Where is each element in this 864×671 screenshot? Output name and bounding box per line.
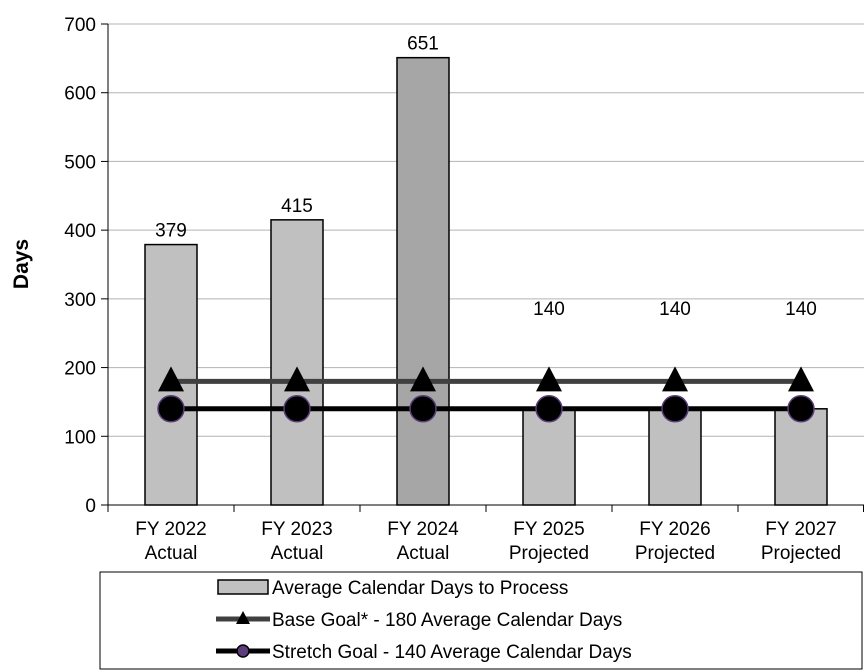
triangle-marker <box>662 366 688 392</box>
data-label: 140 <box>659 299 691 320</box>
legend-swatch-bar <box>217 579 269 595</box>
x-tick-label: Projected <box>761 543 841 564</box>
data-label: 140 <box>785 299 817 320</box>
y-tick-label: 700 <box>64 15 96 36</box>
circle-marker <box>661 395 689 423</box>
y-axis-title: Days <box>10 239 33 289</box>
bar <box>648 408 702 506</box>
data-label: 651 <box>407 34 439 55</box>
circle-marker <box>283 395 311 423</box>
x-tick-label: Projected <box>509 543 589 564</box>
circle-marker <box>409 395 437 423</box>
legend-label: Stretch Goal - 140 Average Calendar Days <box>272 642 632 663</box>
x-tick-label: Actual <box>145 543 198 564</box>
triangle-marker <box>410 366 436 392</box>
gridlines <box>108 23 864 437</box>
circle-marker <box>535 395 563 423</box>
legend-circle-marker <box>236 644 250 658</box>
triangle-marker <box>536 366 562 392</box>
axes: 0 100 200 300 400 500 600 700 <box>64 15 864 517</box>
x-tick-label: FY 2025 <box>513 519 584 540</box>
x-tick-label: FY 2022 <box>135 519 206 540</box>
legend-triangle-marker <box>236 611 250 624</box>
y-tick-label: 600 <box>64 84 96 105</box>
triangle-marker <box>158 366 184 392</box>
bar <box>774 408 828 506</box>
x-tick-label: FY 2024 <box>387 519 459 540</box>
legend-label: Average Calendar Days to Process <box>272 578 568 599</box>
circle-marker <box>157 395 185 423</box>
x-tick-label: Projected <box>635 543 715 564</box>
bar <box>270 219 324 506</box>
y-tick-label: 500 <box>64 152 96 173</box>
x-tick-label: FY 2027 <box>765 519 836 540</box>
y-tick-label: 200 <box>64 359 96 380</box>
y-tick-label: 0 <box>85 496 96 517</box>
circle-marker <box>787 395 815 423</box>
x-tick-label: Actual <box>271 543 324 564</box>
data-label: 140 <box>533 299 565 320</box>
labels: 379 415 651 140 140 140 FY 2022 Actual FY 2023 Ac… <box>135 34 841 564</box>
x-tick-label: Actual <box>397 543 450 564</box>
y-tick-label: 300 <box>64 290 96 311</box>
legend-label: Base Goal* - 180 Average Calendar Days <box>272 610 622 631</box>
bar <box>522 408 576 506</box>
triangle-marker <box>284 366 310 392</box>
goal-lines <box>157 366 815 423</box>
triangle-marker <box>788 366 814 392</box>
bars <box>144 56 828 506</box>
data-label: 415 <box>281 196 313 217</box>
x-tick-label: FY 2026 <box>639 519 710 540</box>
bar <box>396 56 450 506</box>
y-tick-label: 100 <box>64 427 96 448</box>
x-tick-label: FY 2023 <box>261 519 332 540</box>
data-label: 379 <box>155 221 187 242</box>
legend: Average Calendar Days to Process Base Goa… <box>99 571 863 670</box>
y-tick-label: 400 <box>64 221 96 242</box>
